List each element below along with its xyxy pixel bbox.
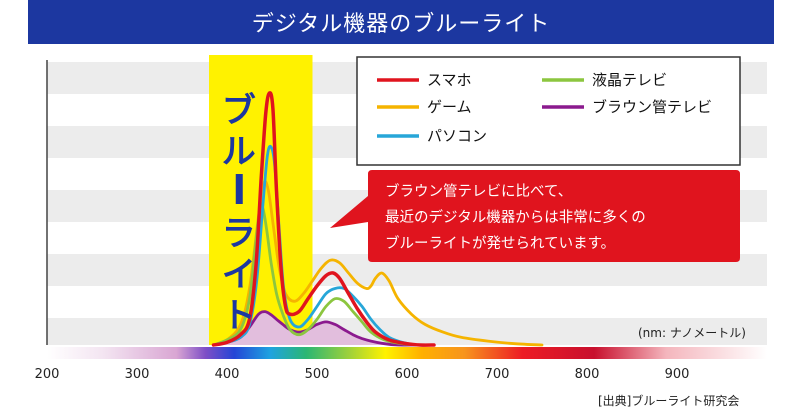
x-tick-label: 900 xyxy=(665,367,690,382)
blue-label-char-bar xyxy=(235,174,243,204)
blue-label-char: ラ xyxy=(222,214,256,254)
legend-label: スマホ xyxy=(427,71,472,89)
grid-band xyxy=(47,318,767,345)
x-tick-label: 600 xyxy=(395,367,420,382)
x-axis-label: (nm: ナノメートル) xyxy=(638,326,746,340)
series-line-2 xyxy=(212,144,431,347)
callout-line-1: ブラウン管テレビに比べて、 xyxy=(385,182,572,200)
legend-label: パソコン xyxy=(427,127,487,145)
x-tick-label: 700 xyxy=(485,367,510,382)
callout: ブラウン管テレビに比べて、 最近のデジタル機器からは非常に多くの ブルーライトが… xyxy=(330,170,740,262)
legend-label: ブラウン管テレビ xyxy=(592,98,712,116)
source-note: [出典]ブルーライト研究会 xyxy=(598,393,739,408)
x-tick-label: 500 xyxy=(305,367,330,382)
legend-label: ゲーム xyxy=(427,98,472,116)
legend-box xyxy=(356,56,741,166)
chart-title: デジタル機器のブルーライト xyxy=(28,0,774,44)
x-tick-label: 400 xyxy=(215,367,240,382)
blue-label-char: ブ xyxy=(222,91,256,131)
blue-label-char: ル xyxy=(222,132,256,172)
x-tick-label: 800 xyxy=(575,367,600,382)
callout-line-2: 最近のデジタル機器からは非常に多くの xyxy=(385,208,646,226)
grid-band xyxy=(47,286,767,318)
x-tick-label: 200 xyxy=(35,367,60,382)
callout-line-3: ブルーライトが発せられています。 xyxy=(385,234,615,252)
blue-label-char: イ xyxy=(222,255,256,295)
blue-label-char: ト xyxy=(222,296,256,336)
series-line-0 xyxy=(211,91,436,347)
x-tick-label: 300 xyxy=(125,367,150,382)
series-fill-crt-tv xyxy=(213,311,416,346)
series-layer xyxy=(211,91,544,347)
x-axis-ticks: 200 300 400 500 600 700 800 900 xyxy=(35,367,690,382)
series-line-3 xyxy=(212,202,422,347)
spectrum-bar xyxy=(47,347,767,359)
legend-label: 液晶テレビ xyxy=(592,71,667,89)
callout-bubble xyxy=(330,170,740,262)
